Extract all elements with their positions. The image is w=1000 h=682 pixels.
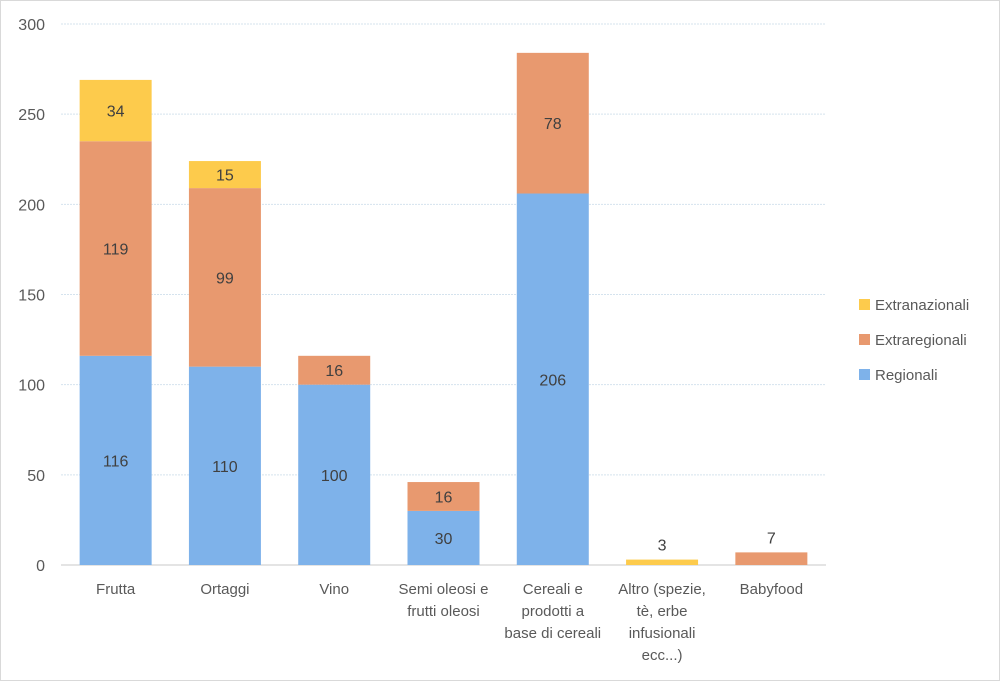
x-tick-label: tè, erbe — [637, 603, 688, 620]
data-label: 3 — [658, 538, 667, 555]
bar-segment — [298, 355, 371, 385]
x-tick-label: base di cereali — [504, 625, 601, 642]
x-tick-label: prodotti a — [522, 603, 585, 620]
data-label: 16 — [325, 363, 343, 380]
data-label: 206 — [539, 372, 566, 389]
bar-segment — [79, 355, 152, 565]
legend-label: Regionali — [875, 367, 938, 384]
data-label: 99 — [216, 270, 234, 287]
y-tick-label: 100 — [18, 378, 45, 395]
bar-segment — [407, 510, 480, 565]
y-axis-ticks: 0 50 100 150 200 250 300 — [18, 17, 45, 575]
y-tick-label: 0 — [36, 558, 45, 575]
data-label: 119 — [103, 242, 129, 259]
legend-swatch — [859, 334, 870, 345]
bar-segment — [188, 161, 261, 189]
x-tick-label: Babyfood — [740, 581, 803, 598]
bar-segment — [626, 559, 699, 565]
data-label: 34 — [107, 104, 125, 121]
data-label: 100 — [321, 468, 348, 485]
gridlines — [61, 23, 826, 566]
x-tick-label: Ortaggi — [200, 581, 249, 598]
x-tick-label: Vino — [319, 581, 349, 598]
data-label: 78 — [544, 116, 562, 133]
data-label: 30 — [435, 531, 453, 548]
legend: Extranazionali Extraregionali Regionali — [859, 297, 969, 384]
x-tick-label: frutti oleosi — [407, 603, 480, 620]
x-tick-label: Frutta — [96, 581, 136, 598]
bar-segment — [516, 52, 589, 194]
bar-segment — [79, 79, 152, 142]
data-label: 110 — [212, 459, 238, 476]
data-labels: 116 119 34 110 99 15 100 16 30 16 206 78 3 7 — [103, 104, 776, 555]
bar-segment — [188, 188, 261, 367]
x-axis-labels: Frutta Ortaggi Vino Semi oleosi e frutti ole… — [96, 581, 803, 664]
legend-label: Extranazionali — [875, 297, 969, 314]
bar-segment — [188, 366, 261, 565]
bar-segment — [298, 384, 371, 565]
y-tick-label: 150 — [18, 288, 45, 305]
y-tick-label: 250 — [18, 107, 45, 124]
bar-segment — [407, 482, 480, 511]
x-tick-label: Cereali e — [523, 581, 583, 598]
data-label: 16 — [435, 489, 453, 506]
bar-segment — [516, 193, 589, 565]
y-tick-label: 200 — [18, 197, 45, 214]
bar-segment — [735, 552, 808, 565]
x-tick-label: Altro (spezie, — [618, 581, 706, 598]
y-tick-label: 300 — [18, 17, 45, 34]
data-label: 15 — [216, 168, 234, 185]
data-label: 7 — [767, 530, 776, 547]
legend-label: Extraregionali — [875, 332, 967, 349]
x-tick-label: ecc...) — [642, 647, 683, 664]
x-tick-label: Semi oleosi e — [398, 581, 488, 598]
legend-swatch — [859, 369, 870, 380]
y-tick-label: 50 — [27, 468, 45, 485]
bar-segment — [79, 141, 152, 356]
bars — [79, 52, 808, 565]
x-tick-label: infusionali — [629, 625, 696, 642]
data-label: 116 — [103, 453, 129, 470]
legend-swatch — [859, 299, 870, 310]
